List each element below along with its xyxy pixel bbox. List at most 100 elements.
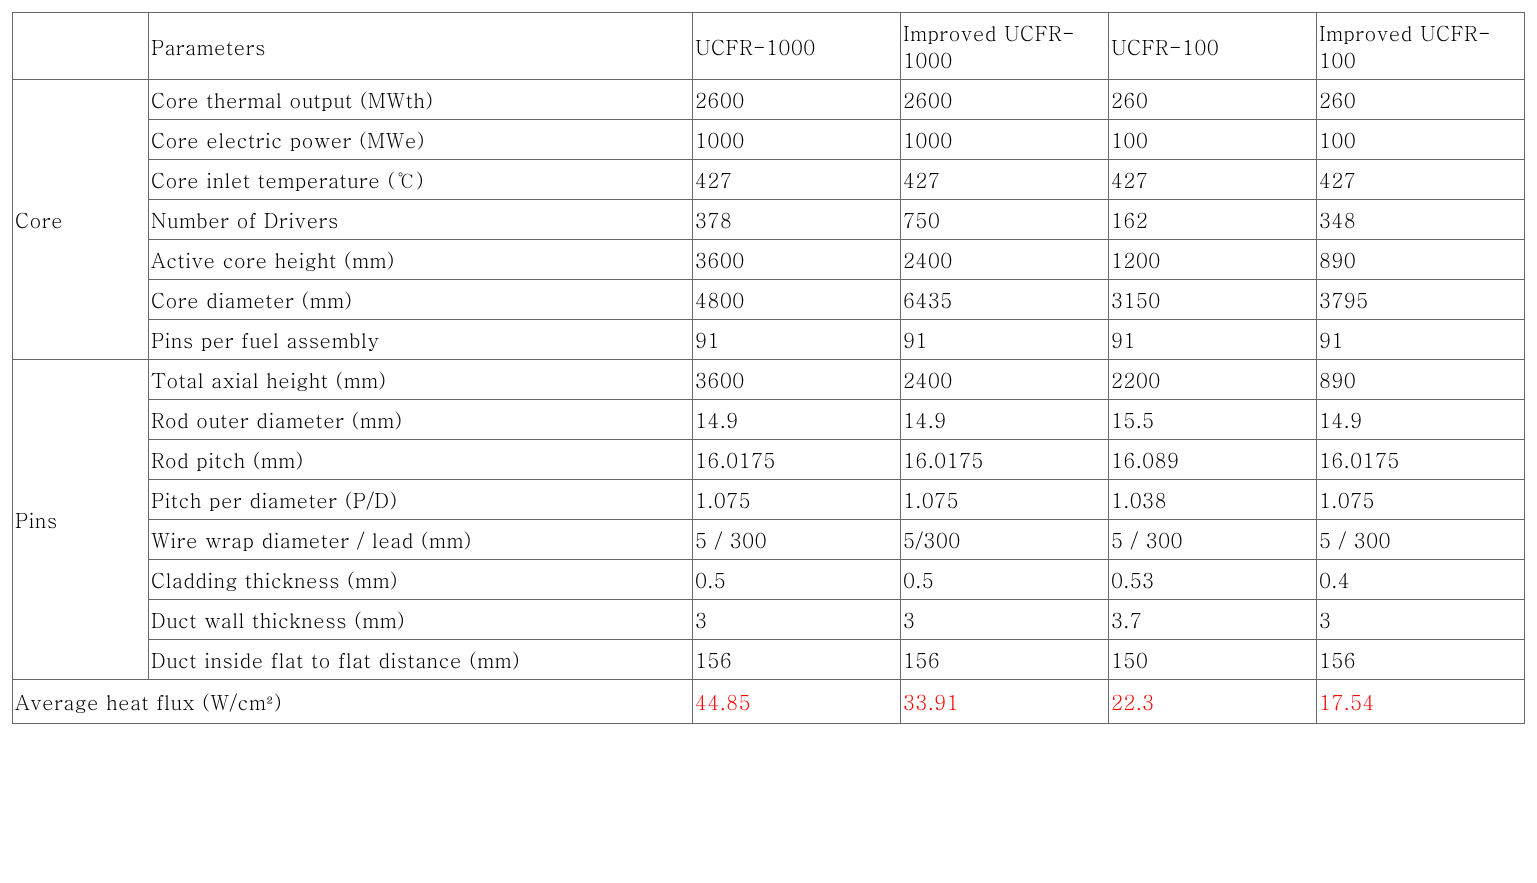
value-cell: 1200 <box>1108 240 1316 280</box>
value-cell: 14.9 <box>901 400 1109 440</box>
footer-param: Average heat flux (W/cm²) <box>13 680 693 724</box>
header-ucfr1000: UCFR-1000 <box>693 13 901 80</box>
value-cell: 2600 <box>693 80 901 120</box>
value-cell: 3.7 <box>1108 600 1316 640</box>
param-cell: Duct inside flat to flat distance (mm) <box>149 640 693 680</box>
value-cell: 5 / 300 <box>1316 520 1524 560</box>
value-cell: 15.5 <box>1108 400 1316 440</box>
header-parameters: Parameters <box>149 13 693 80</box>
footer-value: 44.85 <box>693 680 901 724</box>
table-row: Core inlet temperature (℃)427427427427 <box>13 160 1525 200</box>
param-cell: Active core height (mm) <box>149 240 693 280</box>
value-cell: 1000 <box>693 120 901 160</box>
value-cell: 0.53 <box>1108 560 1316 600</box>
table-row: Rod outer diameter (mm)14.914.915.514.9 <box>13 400 1525 440</box>
value-cell: 5/300 <box>901 520 1109 560</box>
header-group <box>13 13 149 80</box>
value-cell: 890 <box>1316 240 1524 280</box>
table-row: Core electric power (MWe)10001000100100 <box>13 120 1525 160</box>
value-cell: 2400 <box>901 360 1109 400</box>
value-cell: 100 <box>1316 120 1524 160</box>
value-cell: 3 <box>693 600 901 640</box>
value-cell: 5 / 300 <box>1108 520 1316 560</box>
value-cell: 91 <box>693 320 901 360</box>
value-cell: 0.5 <box>693 560 901 600</box>
value-cell: 156 <box>901 640 1109 680</box>
param-cell: Rod outer diameter (mm) <box>149 400 693 440</box>
value-cell: 2200 <box>1108 360 1316 400</box>
value-cell: 4800 <box>693 280 901 320</box>
value-cell: 5 / 300 <box>693 520 901 560</box>
table-row: CoreCore thermal output (MWth)2600260026… <box>13 80 1525 120</box>
header-improved-ucfr1000: Improved UCFR-1000 <box>901 13 1109 80</box>
table-row: PinsTotal axial height (mm)3600240022008… <box>13 360 1525 400</box>
value-cell: 16.089 <box>1108 440 1316 480</box>
value-cell: 1000 <box>901 120 1109 160</box>
footer-value: 17.54 <box>1316 680 1524 724</box>
param-cell: Core electric power (MWe) <box>149 120 693 160</box>
group-label: Pins <box>13 360 149 680</box>
param-cell: Wire wrap diameter / lead (mm) <box>149 520 693 560</box>
value-cell: 427 <box>1316 160 1524 200</box>
value-cell: 348 <box>1316 200 1524 240</box>
value-cell: 3 <box>901 600 1109 640</box>
value-cell: 3150 <box>1108 280 1316 320</box>
param-cell: Rod pitch (mm) <box>149 440 693 480</box>
value-cell: 1.075 <box>693 480 901 520</box>
table-row: Wire wrap diameter / lead (mm)5 / 3005/3… <box>13 520 1525 560</box>
param-cell: Pitch per diameter (P/D) <box>149 480 693 520</box>
value-cell: 1.075 <box>1316 480 1524 520</box>
value-cell: 1.075 <box>901 480 1109 520</box>
value-cell: 6435 <box>901 280 1109 320</box>
footer-value: 33.91 <box>901 680 1109 724</box>
value-cell: 2400 <box>901 240 1109 280</box>
table-row: Active core height (mm)360024001200890 <box>13 240 1525 280</box>
header-ucfr100: UCFR-100 <box>1108 13 1316 80</box>
table-row: Cladding thickness (mm)0.50.50.530.4 <box>13 560 1525 600</box>
param-cell: Number of Drivers <box>149 200 693 240</box>
table-row: Number of Drivers378750162348 <box>13 200 1525 240</box>
table-row: Rod pitch (mm)16.017516.017516.08916.017… <box>13 440 1525 480</box>
value-cell: 1.038 <box>1108 480 1316 520</box>
value-cell: 260 <box>1316 80 1524 120</box>
param-cell: Core inlet temperature (℃) <box>149 160 693 200</box>
header-improved-ucfr100: Improved UCFR-100 <box>1316 13 1524 80</box>
value-cell: 156 <box>1316 640 1524 680</box>
table-body: CoreCore thermal output (MWth)2600260026… <box>13 80 1525 724</box>
value-cell: 750 <box>901 200 1109 240</box>
value-cell: 91 <box>901 320 1109 360</box>
value-cell: 91 <box>1108 320 1316 360</box>
value-cell: 16.0175 <box>693 440 901 480</box>
value-cell: 162 <box>1108 200 1316 240</box>
param-cell: Cladding thickness (mm) <box>149 560 693 600</box>
value-cell: 0.5 <box>901 560 1109 600</box>
param-cell: Duct wall thickness (mm) <box>149 600 693 640</box>
param-cell: Total axial height (mm) <box>149 360 693 400</box>
value-cell: 890 <box>1316 360 1524 400</box>
value-cell: 378 <box>693 200 901 240</box>
value-cell: 91 <box>1316 320 1524 360</box>
value-cell: 156 <box>693 640 901 680</box>
value-cell: 427 <box>901 160 1109 200</box>
param-cell: Core diameter (mm) <box>149 280 693 320</box>
value-cell: 3795 <box>1316 280 1524 320</box>
value-cell: 3600 <box>693 360 901 400</box>
value-cell: 150 <box>1108 640 1316 680</box>
table-row: Duct inside flat to flat distance (mm)15… <box>13 640 1525 680</box>
value-cell: 3600 <box>693 240 901 280</box>
value-cell: 427 <box>693 160 901 200</box>
value-cell: 260 <box>1108 80 1316 120</box>
table-row: Pins per fuel assembly91919191 <box>13 320 1525 360</box>
group-label: Core <box>13 80 149 360</box>
table-row: Core diameter (mm)4800643531503795 <box>13 280 1525 320</box>
footer-row: Average heat flux (W/cm²)44.8533.9122.31… <box>13 680 1525 724</box>
parameters-table: Parameters UCFR-1000 Improved UCFR-1000 … <box>12 12 1525 724</box>
footer-value: 22.3 <box>1108 680 1316 724</box>
value-cell: 16.0175 <box>901 440 1109 480</box>
value-cell: 100 <box>1108 120 1316 160</box>
value-cell: 2600 <box>901 80 1109 120</box>
value-cell: 427 <box>1108 160 1316 200</box>
value-cell: 14.9 <box>1316 400 1524 440</box>
value-cell: 14.9 <box>693 400 901 440</box>
value-cell: 0.4 <box>1316 560 1524 600</box>
